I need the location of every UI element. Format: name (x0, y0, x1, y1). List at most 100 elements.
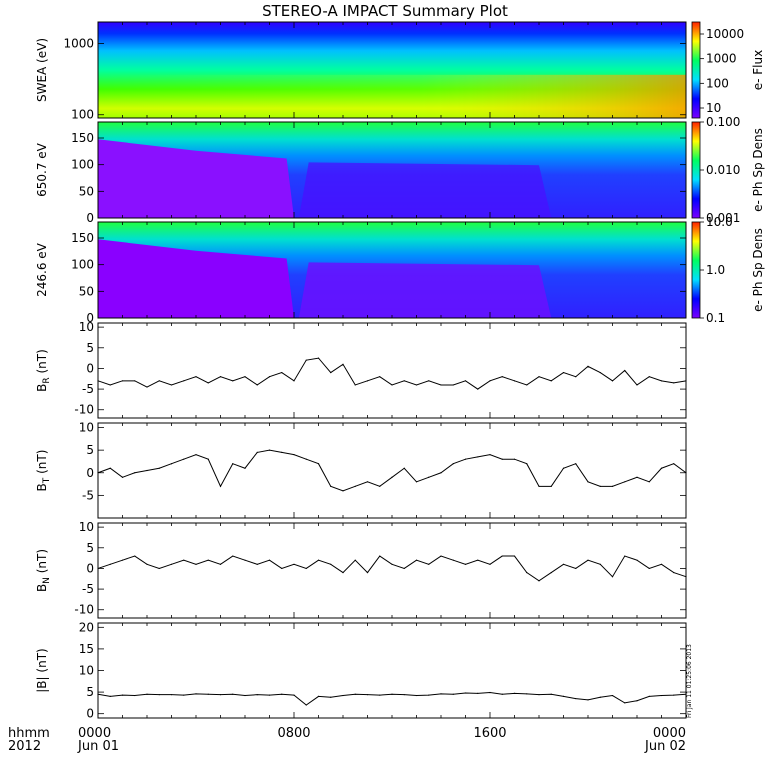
data-point (587, 365, 589, 367)
data-point (342, 490, 344, 492)
data-point (489, 380, 491, 382)
y-tick-label: -5 (82, 488, 94, 502)
data-point (452, 463, 454, 465)
data-point (673, 382, 675, 384)
data-point (452, 559, 454, 561)
data-point (489, 563, 491, 565)
panel-2: 0.001 0.010 0.100 e- Ph Sp Dens 650.7 eV 0 50 1… (35, 115, 765, 225)
data-point (244, 694, 246, 697)
colorbar-gradient (691, 21, 701, 119)
data-point (477, 456, 479, 458)
data-point (673, 694, 675, 696)
data-point (366, 481, 369, 483)
data-point (109, 384, 111, 386)
data-point (256, 451, 258, 454)
panel-frame (97, 322, 687, 419)
colorbar-tick-label: 1.0 (706, 263, 725, 277)
y-tick-label: 15 (79, 642, 94, 656)
data-point (538, 485, 540, 487)
data-point (428, 694, 430, 696)
data-point (366, 694, 369, 696)
y-tick-label: 0 (86, 311, 94, 325)
data-point (317, 695, 320, 698)
data-point (611, 380, 614, 382)
data-point (587, 481, 589, 483)
data-point (354, 559, 356, 561)
data-point (244, 376, 246, 378)
y-tick-label: 10 (79, 664, 94, 678)
data-point (526, 384, 528, 386)
data-point (219, 694, 222, 696)
x-tick-label: 1600 (473, 726, 506, 741)
data-point (183, 458, 185, 460)
data-point (170, 563, 173, 565)
data-point (305, 567, 307, 570)
data-point (379, 376, 381, 378)
spectrogram-warm-band (98, 74, 686, 118)
y-tick-label: 0 (86, 361, 94, 375)
data-point (477, 692, 479, 694)
data-point (452, 693, 454, 695)
data-point (305, 458, 307, 460)
data-point (170, 694, 173, 696)
data-point (379, 485, 381, 487)
data-point (158, 694, 160, 696)
y-axis-label: BR (nT) (35, 349, 52, 392)
panel-5: BT (nT) -5 0 5 10 (35, 421, 687, 519)
data-point (146, 469, 148, 472)
data-point (660, 694, 663, 697)
data-point (219, 376, 222, 378)
data-point (440, 384, 442, 386)
data-point (379, 694, 381, 696)
data-point (477, 388, 479, 390)
data-point (403, 467, 405, 469)
panel-frame (97, 422, 687, 519)
y-tick-label: 5 (86, 685, 94, 699)
x-tick-label: 0000 (78, 726, 111, 741)
data-point (464, 458, 467, 460)
y-tick-label: -5 (82, 382, 94, 396)
data-point (244, 467, 246, 469)
data-point (562, 695, 565, 698)
y-tick-label: 1000 (63, 36, 94, 50)
data-point (624, 555, 626, 557)
plot-title: STEREO-A IMPACT Summary Plot (262, 2, 508, 20)
y-axis-label: BT (nT) (35, 450, 52, 492)
data-point (415, 694, 418, 697)
data-point (391, 693, 393, 695)
panel-7: |B| (nT) 0 5 10 15 20 (35, 620, 687, 721)
data-point (440, 555, 442, 557)
data-point (354, 693, 356, 695)
data-point (354, 384, 356, 386)
data-point (391, 384, 393, 386)
data-point (428, 563, 430, 565)
data-point (134, 472, 136, 474)
footer-hhmm: hhmm (8, 726, 50, 741)
colorbar: 10 100 1000 10000 e- Flux (691, 21, 765, 119)
panel-3: 0.1 1.0 10.0 e- Ph Sp Dens 246.6 eV 0 50 100 150 (35, 215, 765, 325)
data-point (109, 467, 111, 469)
data-point (501, 458, 503, 460)
y-tick-label: 20 (79, 620, 94, 634)
data-point (636, 476, 638, 478)
x-tick-label: 0000 (653, 726, 686, 741)
data-point (550, 380, 552, 382)
y-tick-label: 10 (79, 421, 94, 435)
data-point (513, 555, 516, 557)
data-point (330, 563, 332, 565)
data-point (366, 380, 369, 382)
data-point (268, 449, 271, 451)
data-point (538, 694, 540, 696)
data-point (158, 567, 160, 570)
panel-6: BN (nT) -10 -5 0 5 10 (35, 520, 687, 619)
y-tick-label: -5 (82, 582, 94, 596)
series-line (97, 555, 687, 582)
data-point (281, 693, 283, 695)
mid-density-region (298, 162, 552, 218)
data-point (648, 695, 650, 698)
colorbar-tick-label: 0.010 (706, 163, 740, 177)
colorbar-tick-label: 10.0 (706, 215, 733, 229)
data-point (624, 369, 626, 372)
